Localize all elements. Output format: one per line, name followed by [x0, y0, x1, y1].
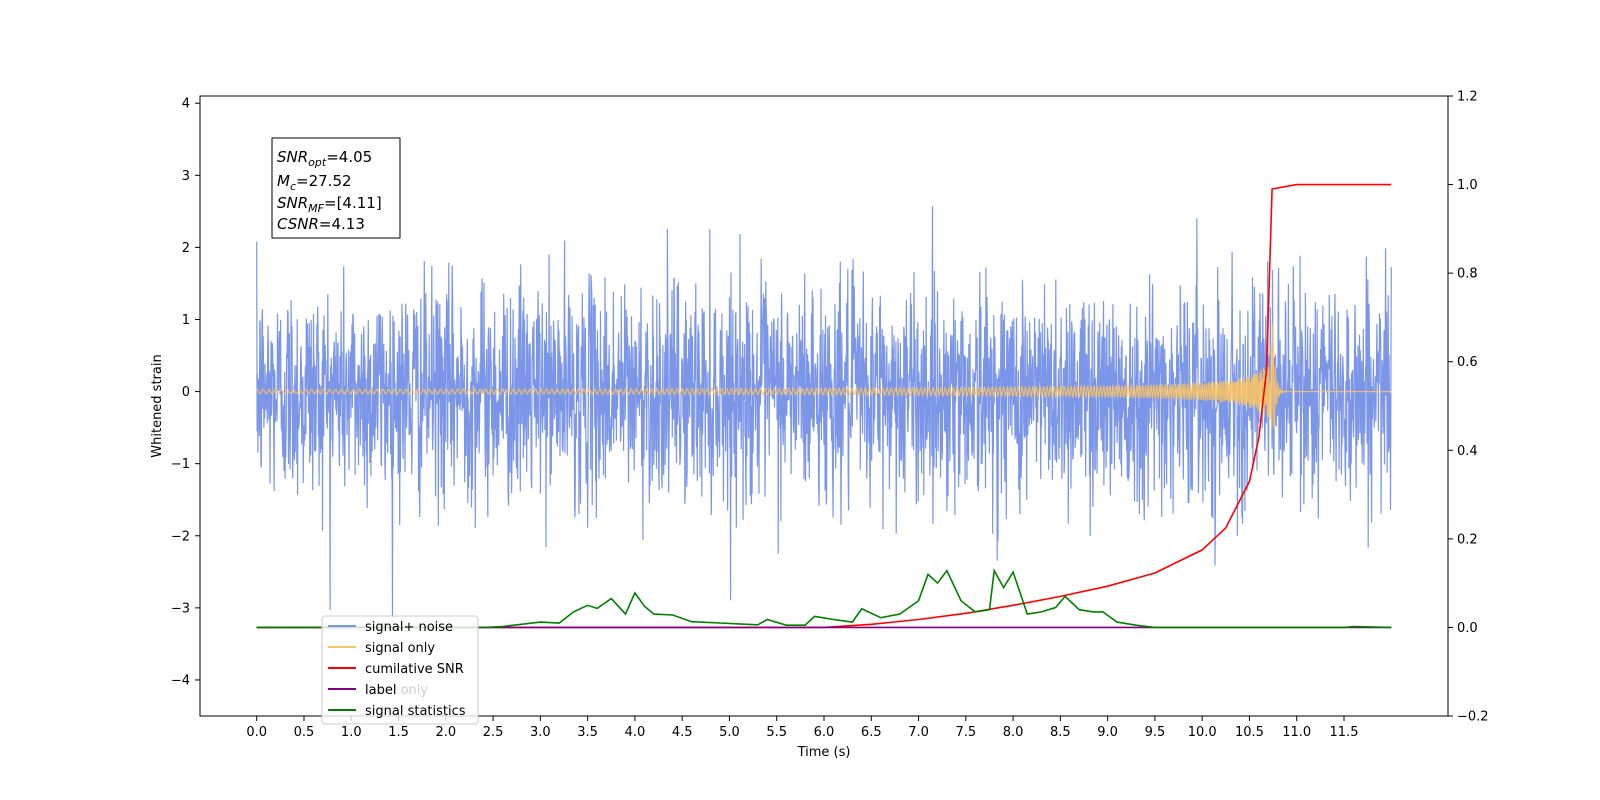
y-axis-right: 1.2 1.0 0.8 0.6 0.4 0.2 0.0 −0.2: [1448, 90, 1489, 725]
annotation-frame: [271, 137, 401, 239]
x-tick-label: 11.5: [1330, 725, 1359, 740]
y-tick-label: −3: [171, 601, 190, 616]
x-tick-label: 2.5: [483, 725, 504, 740]
x-tick-label: 2.0: [435, 725, 456, 740]
series-cumulative-snr: [256, 183, 1392, 629]
y2-tick-label: 0.8: [1457, 267, 1478, 282]
x-tick-label: 7.5: [955, 725, 976, 740]
y-tick-label: 0: [182, 385, 190, 400]
y2-tick-label: 0.0: [1457, 621, 1478, 636]
legend-label-signal-statistics: signal statistics: [365, 704, 466, 719]
annotation-line-chirp-mass: Mc=27.52: [277, 172, 352, 193]
x-tick-label: 1.5: [388, 725, 409, 740]
y2-tick-label: 1.0: [1457, 178, 1478, 193]
legend-label-label: label: [365, 683, 396, 698]
x-tick-label: 6.5: [861, 725, 882, 740]
y-axis-label: Whitened strain: [150, 354, 165, 457]
snr-annotation-box: SNRopt=4.05 Mc=27.52 SNRMF=[4.11] CSNR=4…: [271, 137, 401, 239]
legend-frame: [321, 615, 479, 725]
y2-tick-label: −0.2: [1457, 710, 1489, 725]
annotation-line-snr-opt: SNRopt=4.05: [277, 148, 372, 169]
y-tick-label: −2: [171, 529, 190, 544]
y-tick-label: 1: [182, 313, 190, 328]
x-axis-label: Time (s): [797, 745, 851, 760]
legend-label-cumulative-snr: cumilative SNR: [365, 662, 464, 677]
x-tick-label: 10.5: [1235, 725, 1264, 740]
x-tick-label: 3.5: [577, 725, 598, 740]
x-tick-label: 6.0: [814, 725, 835, 740]
series-signal-statistics: [256, 568, 1392, 629]
y2-tick-label: 0.2: [1457, 532, 1478, 547]
x-axis: 0.0 0.5 1.0 1.5 2.0 2.5 3.0 3.5 4.0 4.5 5.0 5.5 6.0 6…: [246, 716, 1358, 740]
x-tick-label: 5.5: [766, 725, 787, 740]
y-tick-label: −4: [171, 673, 190, 688]
x-tick-label: 5.0: [719, 725, 740, 740]
x-tick-label: 0.5: [294, 725, 315, 740]
y2-tick-label: 1.2: [1457, 90, 1478, 105]
x-tick-label: 9.0: [1097, 725, 1118, 740]
x-tick-label: 8.5: [1050, 725, 1071, 740]
y-tick-label: 2: [182, 241, 190, 256]
x-tick-label: 10.0: [1188, 725, 1217, 740]
y-tick-label: 4: [182, 97, 190, 112]
legend-entry-signal-statistics: signal statistics: [328, 704, 466, 719]
series-signal-only: [256, 323, 1392, 429]
x-tick-label: 4.0: [625, 725, 646, 740]
legend-entry-label: label only label: [328, 683, 428, 698]
x-tick-label: 7.0: [908, 725, 929, 740]
x-tick-label: 9.5: [1145, 725, 1166, 740]
legend-ghost-label-only: label only: [365, 683, 428, 698]
annotation-line-csnr: CSNR=4.13: [277, 215, 365, 233]
legend: signal+ noise signal only cumilative SNR…: [321, 615, 479, 725]
x-tick-label: 4.5: [672, 725, 693, 740]
legend-entry-signal-only: signal only: [328, 641, 435, 656]
legend-entry-signal-noise: signal+ noise: [328, 620, 453, 635]
annotation-line-snr-mf: SNRMF=[4.11]: [277, 194, 382, 215]
x-tick-label: 8.0: [1003, 725, 1024, 740]
y-tick-label: 3: [182, 169, 190, 184]
x-tick-label: 3.0: [530, 725, 551, 740]
y-tick-label: −1: [171, 457, 190, 472]
y2-tick-label: 0.6: [1457, 355, 1478, 370]
y-axis-left: 4 3 2 1 0 −1 −2 −3 −4: [171, 97, 200, 688]
legend-entry-cumulative-snr: cumilative SNR: [328, 662, 464, 677]
x-tick-label: 1.0: [341, 725, 362, 740]
legend-label-signal-noise: signal+ noise: [365, 620, 453, 635]
y2-tick-label: 0.4: [1457, 444, 1478, 459]
legend-label-signal-only: signal only: [365, 641, 435, 656]
x-tick-label: 11.0: [1282, 725, 1311, 740]
series-signal-noise: [256, 206, 1392, 619]
x-tick-label: 0.0: [246, 725, 267, 740]
